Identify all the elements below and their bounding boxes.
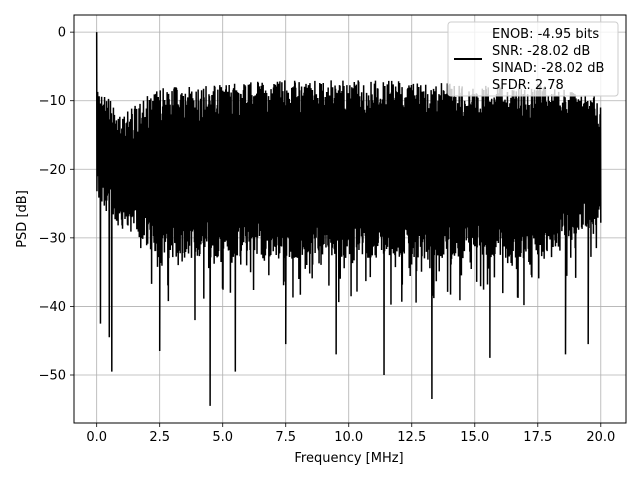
x-tick-label: 7.5 [275, 430, 296, 445]
x-tick-label: 0.0 [86, 430, 107, 445]
legend-entry-sinad: SINAD: -28.02 dB [492, 61, 604, 76]
x-axis-label: Frequency [MHz] [294, 451, 403, 466]
y-axis-label: PSD [dB] [15, 190, 30, 248]
x-tick-label: 20.0 [586, 430, 615, 445]
legend: ENOB: -4.95 bits SNR: -28.02 dB SINAD: -… [447, 21, 619, 97]
x-tick-label: 15.0 [460, 430, 489, 445]
y-tick-label: −20 [39, 163, 66, 178]
x-tick-label: 5.0 [212, 430, 233, 445]
y-tick-label: 0 [58, 26, 66, 41]
y-tick-label: −50 [39, 369, 66, 384]
y-tick-label: −10 [39, 94, 66, 109]
x-tick-label: 12.5 [397, 430, 426, 445]
axes-frame [73, 14, 627, 424]
legend-entry-enob: ENOB: -4.95 bits [492, 27, 599, 42]
y-axis: 0 −10 −20 −30 −40 −50 [39, 26, 74, 384]
legend-entry-sfdr: SFDR: 2.78 [492, 78, 564, 93]
psd-series-line [95, 32, 602, 406]
legend-entry-snr: SNR: -28.02 dB [492, 44, 590, 59]
x-axis: 0.0 2.5 5.0 7.5 10.0 12.5 15.0 17.5 20.0 [86, 423, 615, 445]
x-tick-label: 10.0 [334, 430, 363, 445]
y-tick-label: −30 [39, 231, 66, 246]
x-tick-label: 2.5 [149, 430, 170, 445]
legend-box [447, 21, 619, 97]
y-tick-label: −40 [39, 300, 66, 315]
x-tick-label: 17.5 [523, 430, 552, 445]
plot-area [95, 32, 602, 406]
